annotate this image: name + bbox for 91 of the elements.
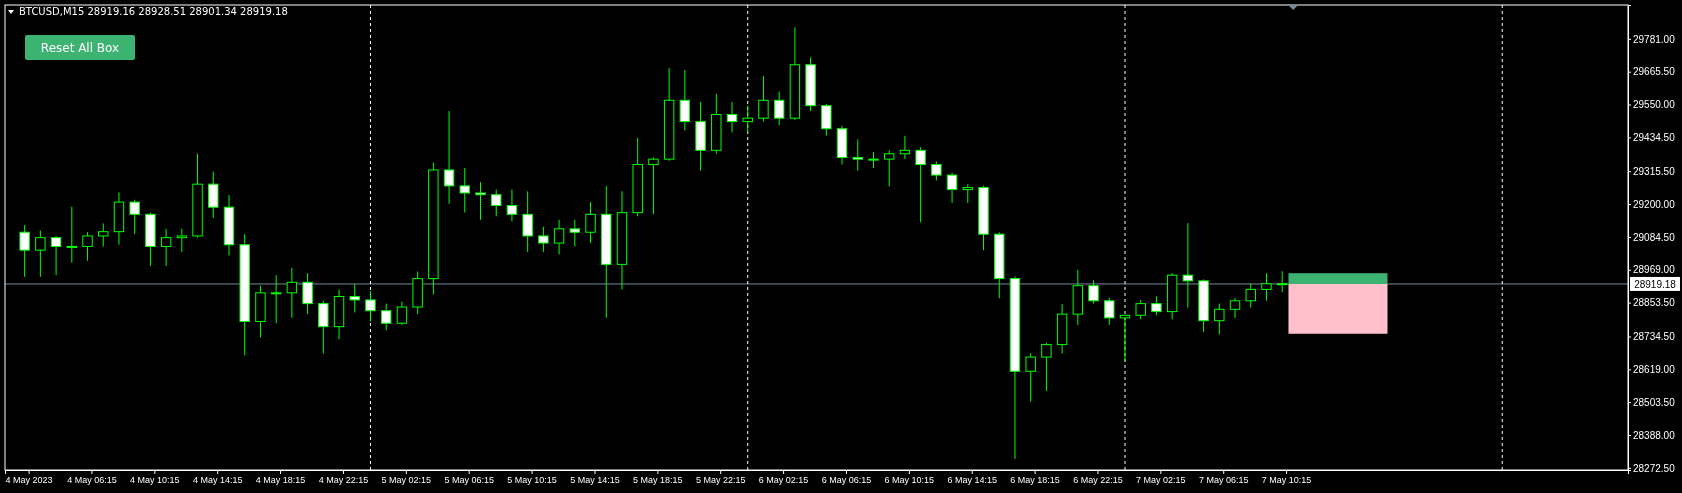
x-tick-label: 5 May 06:15 <box>444 475 494 486</box>
candlestick <box>98 222 109 247</box>
candlestick <box>129 199 140 235</box>
y-tick-label: 29084.50 <box>1633 231 1676 243</box>
candlestick <box>1261 272 1272 302</box>
x-tick-label: 7 May 02:15 <box>1136 475 1186 486</box>
x-tick-label: 6 May 22:15 <box>1073 475 1123 486</box>
y-tick-label: 28969.00 <box>1633 264 1676 276</box>
candlestick <box>286 267 298 319</box>
y-tick-label: 29665.50 <box>1633 66 1676 78</box>
y-tick-label: 28503.50 <box>1633 396 1676 408</box>
x-tick-label: 7 May 06:15 <box>1198 475 1249 486</box>
candlestick <box>475 181 486 221</box>
candlestick <box>208 171 219 219</box>
x-tick-label: 4 May 18:15 <box>255 475 306 486</box>
candlestick <box>349 283 360 313</box>
x-tick-label: 4 May 06:15 <box>67 475 117 486</box>
candlestick <box>852 139 863 172</box>
y-tick-label: 29434.50 <box>1633 132 1676 144</box>
candlestick <box>742 105 753 133</box>
candlestick <box>1135 299 1146 320</box>
candlestick <box>1041 342 1052 392</box>
candlestick <box>1088 279 1099 305</box>
candlestick <box>679 69 691 131</box>
candlestick <box>1276 270 1288 293</box>
x-tick-label: 5 May 02:15 <box>381 475 432 486</box>
x-tick-label: 4 May 10:15 <box>130 475 180 486</box>
candlestick <box>1025 352 1036 403</box>
candlestick <box>176 228 188 253</box>
candlestick <box>1151 295 1162 316</box>
candlestick <box>380 303 392 331</box>
candlestick <box>726 101 738 133</box>
x-tick-label: 4 May 2023 <box>5 475 53 486</box>
candlestick <box>302 272 313 315</box>
y-tick-label: 29315.50 <box>1633 165 1676 177</box>
y-tick-label: 28388.00 <box>1633 429 1676 441</box>
x-tick-label: 5 May 22:15 <box>695 475 746 486</box>
candlestick <box>1182 222 1194 309</box>
x-tick-label: 5 May 18:15 <box>633 475 683 486</box>
candlestick <box>585 201 596 244</box>
candlestick <box>459 167 470 214</box>
y-tick-label: 28734.50 <box>1633 331 1676 343</box>
y-tick-label: 28619.00 <box>1633 364 1676 376</box>
candlestick <box>396 301 408 326</box>
x-tick-label: 6 May 14:15 <box>947 475 997 486</box>
y-tick-label: 29781.00 <box>1633 33 1676 45</box>
candlestick <box>553 219 565 255</box>
candlestick <box>821 103 832 137</box>
candlestick <box>946 172 958 204</box>
candlestick <box>160 228 172 267</box>
x-tick-label: 6 May 06:15 <box>821 475 872 486</box>
x-tick-label: 6 May 18:15 <box>1010 475 1060 486</box>
candlestick <box>1104 297 1115 326</box>
candlestick <box>648 156 659 215</box>
candlestick <box>19 224 30 278</box>
candlestick <box>758 75 769 123</box>
candlestick <box>962 183 974 204</box>
candlestick <box>773 90 785 126</box>
candlestick <box>1229 297 1241 319</box>
y-tick-label: 29200.00 <box>1633 198 1676 210</box>
candlestick <box>35 230 46 278</box>
x-tick-label: 7 May 10:15 <box>1261 475 1312 486</box>
candlestick <box>443 110 455 205</box>
x-tick-label: 5 May 10:15 <box>507 475 557 486</box>
ref-line-label: 28919.18 <box>1634 278 1677 290</box>
candlestick <box>270 274 282 324</box>
candlestick <box>318 300 329 354</box>
button: Reset All Box <box>25 35 135 60</box>
candlestick <box>1245 283 1256 309</box>
x-tick-label: 6 May 02:15 <box>758 475 809 486</box>
candlestick <box>915 146 926 223</box>
candlestick <box>538 226 549 253</box>
chart-title: BTCUSD,M15 28919.16 28928.51 28901.34 28919.18 <box>19 6 288 17</box>
candlestick <box>506 189 518 222</box>
x-tick-label: 4 May 14:15 <box>192 475 243 486</box>
candlestick <box>931 160 942 181</box>
candlestick <box>491 189 502 217</box>
candlestick <box>1214 303 1225 336</box>
x-tick-label: 4 May 22:15 <box>318 475 369 486</box>
annotation: Reset All Box <box>40 41 120 55</box>
candlestick <box>522 190 533 253</box>
candlestick <box>569 219 581 247</box>
x-tick-label: 5 May 14:15 <box>570 475 620 486</box>
y-tick-label: 28272.50 <box>1633 462 1676 474</box>
candlestick <box>50 235 62 276</box>
y-tick-label: 29550.00 <box>1633 99 1676 111</box>
candlestick <box>66 206 78 264</box>
candlestick <box>82 231 93 262</box>
candlestick <box>883 149 895 187</box>
y-tick-label: 28853.50 <box>1633 297 1676 309</box>
x-tick-label: 6 May 10:15 <box>884 475 935 486</box>
